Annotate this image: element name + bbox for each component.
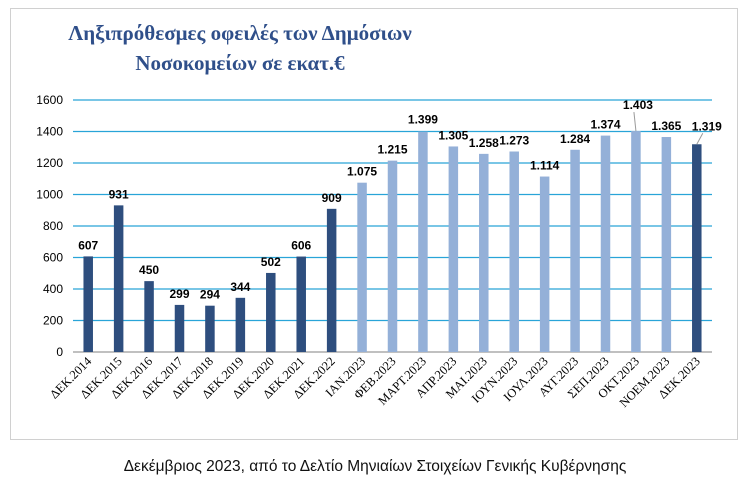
figure-caption: Δεκέμβριος 2023, από το Δελτίο Μηνιαίων … (123, 458, 627, 475)
bar (83, 256, 93, 352)
data-label-leader (696, 133, 704, 145)
bar (205, 305, 215, 352)
data-label-leader (633, 111, 637, 132)
bar (570, 149, 580, 352)
data-label: 1.399 (408, 113, 438, 127)
chart-frame (10, 8, 738, 440)
bar (539, 176, 550, 352)
bar (296, 256, 306, 352)
bar-chart: 02004006008001000120014001600607ΔΕΚ.2014… (36, 93, 722, 410)
bar (661, 137, 672, 352)
chart-title-line2: Νοσοκομείων σε εκατ.€ (135, 51, 345, 75)
data-label: 1.284 (560, 132, 590, 146)
bar (326, 208, 337, 352)
data-label: 1.319 (692, 119, 722, 133)
y-tick-label: 1400 (36, 125, 63, 139)
bar (174, 304, 185, 352)
bar (479, 153, 489, 352)
bar (357, 182, 367, 352)
y-tick-label: 200 (43, 314, 63, 328)
chart-title-line1: Ληξιπρόθεσμες οφειλές των Δημόσιων (68, 21, 412, 45)
data-label: 931 (109, 187, 129, 201)
bar (144, 281, 154, 352)
bar (418, 131, 428, 352)
data-label: 344 (230, 280, 250, 294)
data-label: 1.114 (530, 159, 560, 173)
y-tick-label: 600 (43, 251, 63, 265)
bar (600, 135, 611, 352)
bar (387, 160, 398, 352)
data-label: 1.258 (469, 136, 499, 150)
y-tick-label: 0 (56, 345, 63, 359)
data-label: 1.374 (590, 118, 620, 132)
data-label: 1.365 (651, 119, 681, 133)
y-tick-label: 1000 (36, 188, 63, 202)
data-label: 1.075 (347, 165, 377, 179)
bar (631, 131, 641, 352)
data-label: 606 (291, 239, 311, 253)
data-label: 502 (261, 255, 281, 269)
bar (266, 272, 276, 352)
bar (509, 151, 519, 352)
y-tick-label: 1200 (36, 156, 63, 170)
bar (692, 144, 702, 352)
data-label: 909 (322, 191, 342, 205)
data-label: 1.305 (438, 128, 468, 142)
y-tick-label: 400 (43, 282, 63, 296)
bar (448, 146, 459, 352)
data-label: 294 (200, 288, 220, 302)
y-tick-label: 800 (43, 219, 63, 233)
data-label: 450 (139, 263, 159, 277)
data-label: 299 (169, 287, 189, 301)
data-label: 1.403 (623, 98, 653, 112)
bar (235, 297, 246, 352)
data-label: 607 (78, 238, 98, 252)
chart-title: Ληξιπρόθεσμες οφειλές των Δημόσιων Νοσοκ… (60, 18, 420, 78)
data-label: 1.273 (499, 134, 529, 148)
bar (113, 205, 124, 352)
data-label: 1.215 (377, 143, 407, 157)
y-tick-label: 1600 (36, 93, 63, 107)
